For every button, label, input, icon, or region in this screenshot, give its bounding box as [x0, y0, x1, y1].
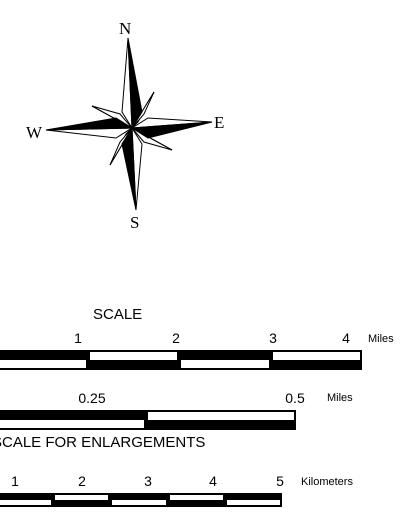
scale-tick-label: 2: [78, 473, 86, 489]
scale-bar-segment: [112, 500, 166, 505]
scale-bar-segment: [226, 500, 280, 505]
scale-bar-segment: [89, 352, 177, 360]
scale-tick-label: 3: [144, 473, 152, 489]
enlargement-scale-title: SCALE FOR ENLARGEMENTS: [0, 434, 206, 451]
scale-bar-segment: [0, 360, 86, 368]
enlarged-miles-unit-label: Miles: [327, 392, 353, 404]
scale-bar-segment: [272, 352, 360, 360]
scale-bar-segment: [0, 420, 144, 428]
scale-tick-label: 1: [11, 473, 19, 489]
scale-bar-segment: [0, 500, 52, 505]
kilometers-unit-label: Kilometers: [301, 476, 353, 488]
scale-bar-segment: [55, 495, 109, 500]
scale-tick-label: 2: [172, 330, 180, 346]
miles-unit-label: Miles: [368, 333, 394, 345]
scale-title: SCALE: [93, 306, 143, 323]
compass-south-label: S: [130, 213, 140, 232]
scale-tick-label: 3: [269, 330, 277, 346]
compass-east-label: E: [214, 113, 225, 132]
scale-bar-segment: [169, 495, 223, 500]
compass-west-label: W: [26, 123, 43, 142]
scale-tick-label: 0.5: [285, 390, 305, 406]
compass-north-label: N: [119, 19, 132, 38]
scale-tick-label: 0.25: [78, 390, 106, 406]
kilometers-scale-bar: [0, 493, 282, 507]
enlarged-miles-scale-bar: [0, 410, 296, 430]
scale-tick-label: 4: [209, 473, 217, 489]
scale-tick-label: 5: [276, 473, 284, 489]
scale-bar-segment: [148, 412, 294, 420]
scale-tick-label: 1: [74, 330, 82, 346]
scale-tick-label: 4: [342, 330, 350, 346]
scale-bar-segment: [181, 360, 269, 368]
miles-scale-bar: [0, 350, 362, 370]
